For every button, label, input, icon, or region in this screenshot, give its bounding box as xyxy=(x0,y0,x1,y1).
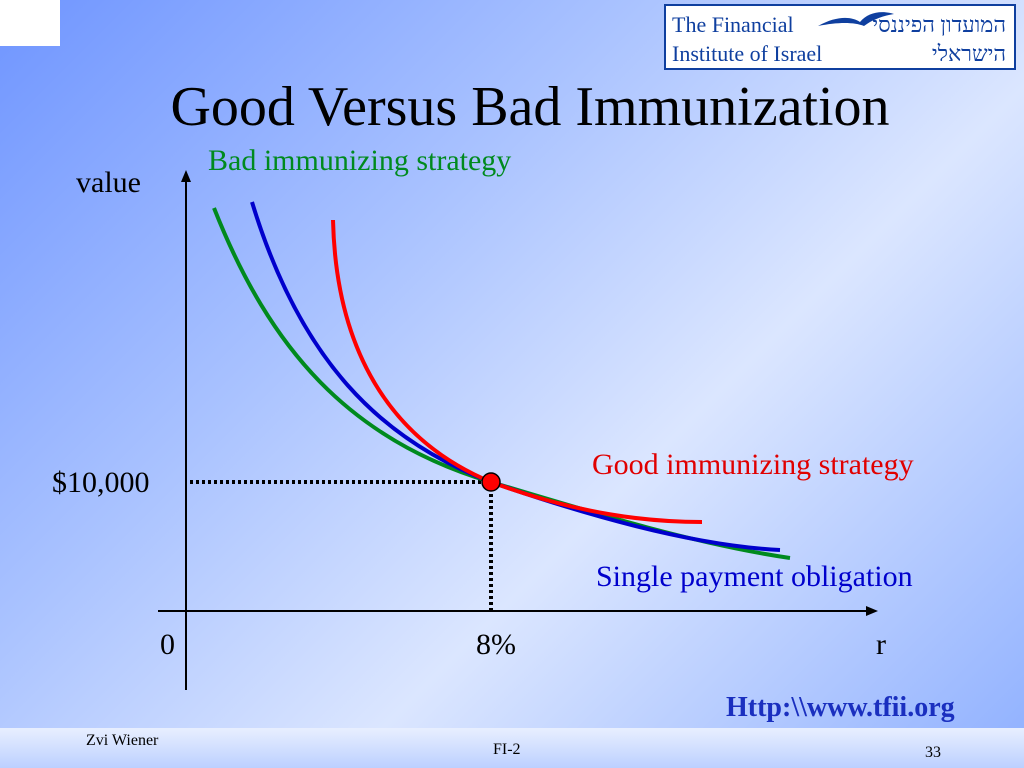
single-payment-curve xyxy=(250,201,781,552)
bird-icon xyxy=(818,12,894,26)
good-strategy-label: Good immunizing strategy xyxy=(592,448,914,481)
y-tick-label: $10,000 xyxy=(52,466,150,499)
bad-strategy-label: Bad immunizing strategy xyxy=(208,144,512,177)
corner-logo-placeholder xyxy=(0,0,60,46)
footer-author: Zvi Wiener xyxy=(86,732,159,749)
y-axis-label: value xyxy=(76,166,141,199)
footer-bar xyxy=(0,728,1024,768)
origin-label: 0 xyxy=(160,628,175,661)
footer-course: FI-2 xyxy=(493,741,521,758)
logo-text-en-line2: Institute of Israel xyxy=(672,41,823,66)
x-axis-arrow xyxy=(866,606,878,616)
logo-text-en-line1: The Financial xyxy=(672,12,794,37)
website-link[interactable]: Http:\\www.tfii.org xyxy=(726,692,955,723)
good-strategy-curve xyxy=(331,219,703,524)
x-tick-label: 8% xyxy=(476,628,516,661)
x-axis-label: r xyxy=(876,628,886,661)
institute-logo: The Financial Institute of Israel המועדו… xyxy=(664,4,1016,70)
single-payment-label: Single payment obligation xyxy=(596,560,913,593)
logo-text-he-line1: המועדון הפיננסי xyxy=(872,12,1006,37)
bad-strategy-curve xyxy=(212,207,791,560)
intersection-point xyxy=(481,472,501,492)
y-axis-arrow xyxy=(181,170,191,182)
footer-page-number: 33 xyxy=(925,744,941,761)
slide-title: Good Versus Bad Immunization xyxy=(170,76,890,138)
logo-text-he-line2: הישראלי xyxy=(931,41,1006,66)
